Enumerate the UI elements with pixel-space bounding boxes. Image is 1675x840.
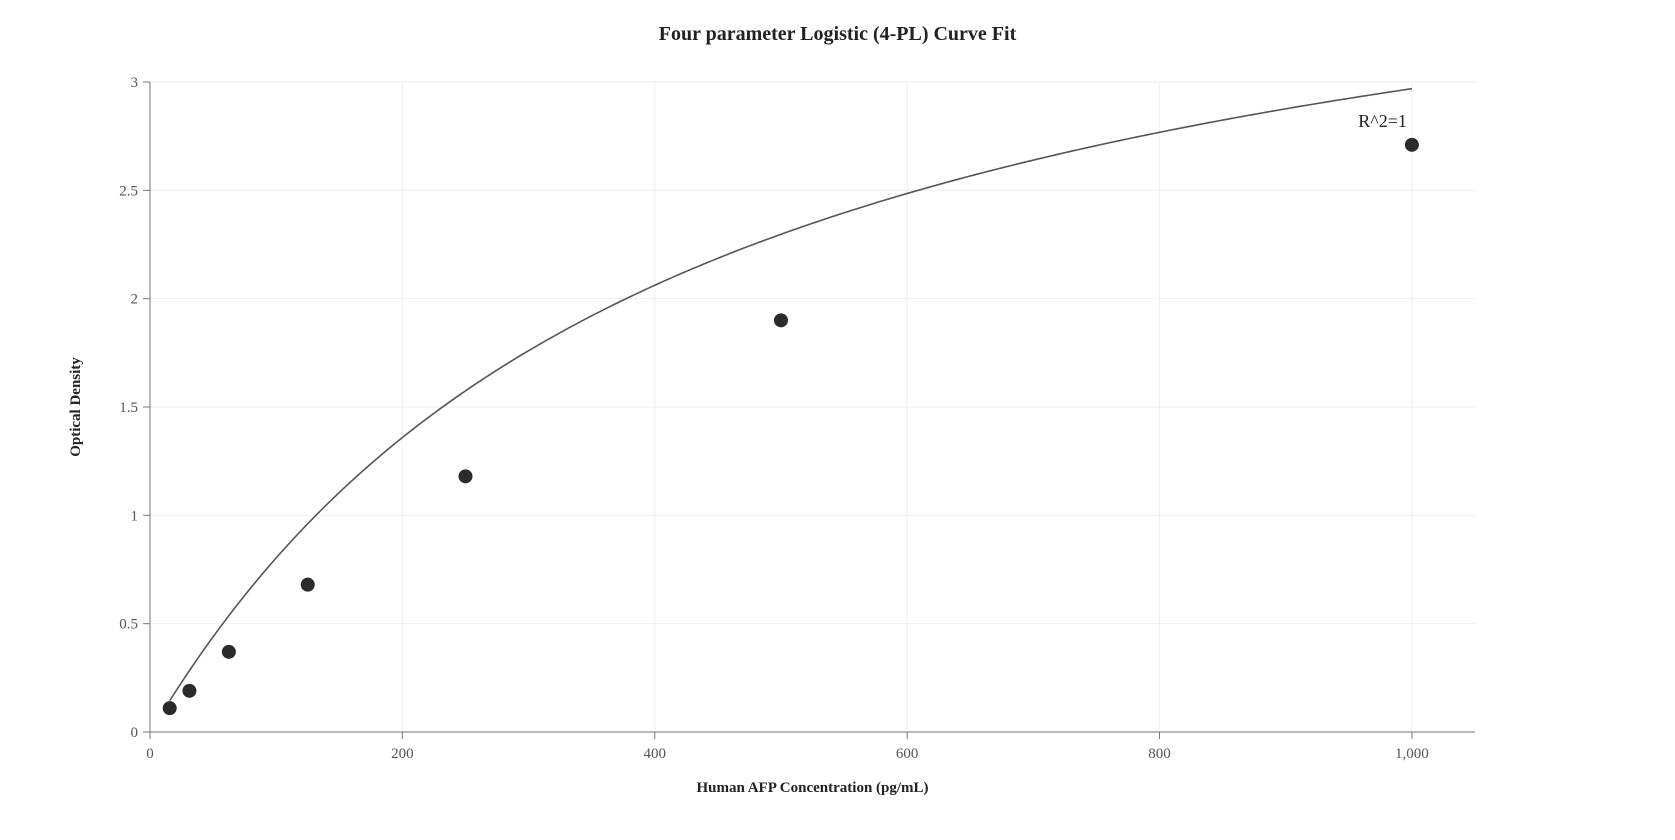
- data-point: [163, 701, 177, 715]
- chart-svg: 0 200 400 600 800 1,000 0 0.5 1 1.5 2 2.5 3 Four para…: [0, 0, 1675, 840]
- chart-title: Four parameter Logistic (4-PL) Curve Fit: [659, 23, 1017, 45]
- y-tick-label: 3: [131, 75, 139, 91]
- data-point: [301, 578, 315, 592]
- y-tick-label: 1: [131, 508, 139, 524]
- data-point: [458, 469, 472, 483]
- x-tick-label: 800: [1148, 746, 1171, 762]
- x-tick-label: 0: [146, 746, 154, 762]
- y-tick-label: 2.5: [119, 183, 138, 199]
- data-point: [182, 684, 196, 698]
- y-tick-label: 0.5: [119, 617, 138, 633]
- data-point: [222, 645, 236, 659]
- y-tick-label: 0: [131, 725, 139, 741]
- data-point: [774, 313, 788, 327]
- data-point: [1405, 138, 1419, 152]
- y-tick-label: 2: [131, 292, 139, 308]
- x-tick-label: 400: [644, 746, 667, 762]
- chart-container: 0 200 400 600 800 1,000 0 0.5 1 1.5 2 2.5 3 Four para…: [0, 0, 1675, 840]
- y-tick-label: 1.5: [119, 400, 138, 416]
- x-tick-label: 200: [391, 746, 414, 762]
- r-squared-annotation: R^2=1: [1358, 111, 1407, 131]
- x-tick-label: 1,000: [1395, 746, 1429, 762]
- y-axis-label: Optical Density: [68, 357, 84, 457]
- x-tick-label: 600: [896, 746, 919, 762]
- x-axis-label: Human AFP Concentration (pg/mL): [696, 780, 928, 796]
